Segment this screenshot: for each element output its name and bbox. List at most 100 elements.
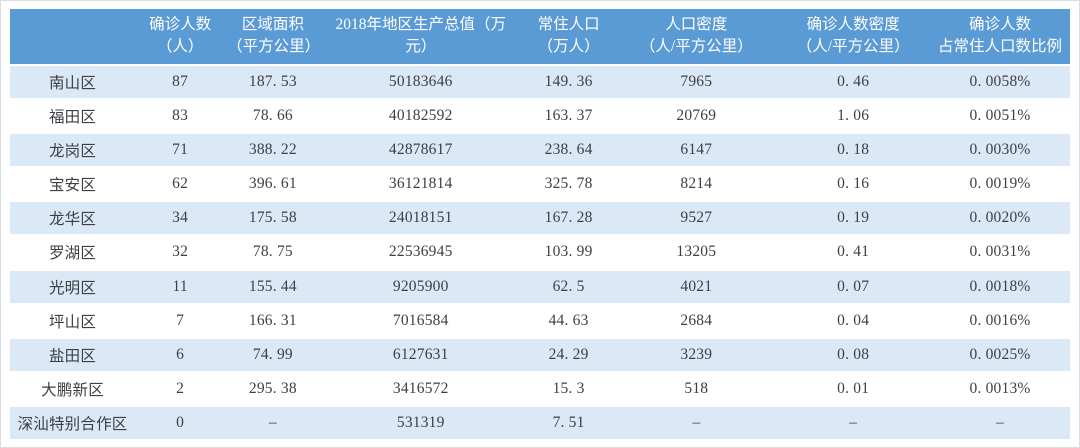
value-cell: 2 [135, 370, 226, 405]
district-name-cell: 罗湖区 [10, 234, 136, 269]
table-row: 盐田区 6 74. 99 6127631 24. 29 3239 0. 08 0. 0025% [10, 336, 1070, 371]
value-cell: 22536945 [320, 234, 521, 269]
value-cell: 531319 [320, 404, 521, 439]
value-cell: 0. 18 [776, 132, 931, 167]
value-cell: 175. 58 [225, 200, 321, 235]
value-cell: 163. 37 [520, 98, 617, 133]
value-cell: 78. 75 [225, 234, 321, 269]
value-cell: 11 [135, 268, 226, 303]
value-cell: 0. 0031% [930, 234, 1070, 269]
column-header: 确诊人数 （人） [135, 9, 226, 64]
value-cell: 44. 63 [520, 302, 617, 337]
table-row: 罗湖区 32 78. 75 22536945 103. 99 13205 0. 41 0. 0… [10, 234, 1070, 269]
district-column-header [10, 9, 136, 64]
value-cell: 238. 64 [520, 132, 617, 167]
column-header: 确诊人数 占常住人口数比例 [930, 9, 1070, 64]
district-name-cell: 光明区 [10, 268, 136, 303]
value-cell: 3239 [616, 336, 777, 371]
district-name-cell: 宝安区 [10, 166, 136, 201]
value-cell: 388. 22 [225, 132, 321, 167]
value-cell: 62 [135, 166, 226, 201]
value-cell: 0. 16 [776, 166, 931, 201]
table-row: 坪山区 7 166. 31 7016584 44. 63 2684 0. 04 0. 0016… [10, 302, 1070, 337]
value-cell: 0. 41 [776, 234, 931, 269]
value-cell: – [930, 404, 1070, 439]
value-cell: 62. 5 [520, 268, 617, 303]
value-cell: 0. 0020% [930, 200, 1070, 235]
column-header: 确诊人数密度 （人/平方公里） [776, 9, 931, 64]
value-cell: 87 [135, 63, 226, 99]
district-name-cell: 盐田区 [10, 336, 136, 371]
district-name-cell: 南山区 [10, 63, 136, 99]
table-row: 龙华区 34 175. 58 24018151 167. 28 9527 0. 19 0. 0… [10, 200, 1070, 235]
value-cell: 295. 38 [225, 370, 321, 405]
value-cell: 6127631 [320, 336, 521, 371]
value-cell: 20769 [616, 98, 777, 133]
value-cell: 396. 61 [225, 166, 321, 201]
value-cell: 9205900 [320, 268, 521, 303]
value-cell: 187. 53 [225, 63, 321, 99]
value-cell: 0. 0030% [930, 132, 1070, 167]
value-cell: 7 [135, 302, 226, 337]
shenzhen-district-stats-table: 确诊人数 （人） 区域面积 （平方公里） 2018年地区生产总值（万 元） 常住人口 … [10, 9, 1070, 439]
value-cell: 15. 3 [520, 370, 617, 405]
value-cell: 0. 0019% [930, 166, 1070, 201]
value-cell: 24018151 [320, 200, 521, 235]
value-cell: 325. 78 [520, 166, 617, 201]
value-cell: 518 [616, 370, 777, 405]
header-row: 确诊人数 （人） 区域面积 （平方公里） 2018年地区生产总值（万 元） 常住人口 … [10, 9, 1070, 64]
value-cell: 40182592 [320, 98, 521, 133]
district-name-cell: 龙岗区 [10, 132, 136, 167]
value-cell: 8214 [616, 166, 777, 201]
value-cell: 0. 0016% [930, 302, 1070, 337]
value-cell: 2684 [616, 302, 777, 337]
column-header: 2018年地区生产总值（万 元） [320, 9, 521, 64]
value-cell: 155. 44 [225, 268, 321, 303]
value-cell: 0. 0025% [930, 336, 1070, 371]
value-cell: 0. 19 [776, 200, 931, 235]
table-row: 南山区 87 187. 53 50183646 149. 36 7965 0. 46 0. 0… [10, 63, 1070, 99]
value-cell: 24. 29 [520, 336, 617, 371]
value-cell: 166. 31 [225, 302, 321, 337]
value-cell: – [225, 404, 321, 439]
value-cell: 0. 0051% [930, 98, 1070, 133]
value-cell: 78. 66 [225, 98, 321, 133]
value-cell: 83 [135, 98, 226, 133]
value-cell: 0. 0058% [930, 63, 1070, 99]
value-cell: 0. 08 [776, 336, 931, 371]
table-row: 光明区 11 155. 44 9205900 62. 5 4021 0. 07 0. 0018… [10, 268, 1070, 303]
value-cell: 34 [135, 200, 226, 235]
value-cell: 6 [135, 336, 226, 371]
value-cell: 149. 36 [520, 63, 617, 99]
district-name-cell: 龙华区 [10, 200, 136, 235]
value-cell: 9527 [616, 200, 777, 235]
table-row: 大鹏新区 2 295. 38 3416572 15. 3 518 0. 01 0. 0013% [10, 370, 1070, 405]
table-row: 龙岗区 71 388. 22 42878617 238. 64 6147 0. 18 0. 0… [10, 132, 1070, 167]
value-cell: 50183646 [320, 63, 521, 99]
value-cell: 42878617 [320, 132, 521, 167]
value-cell: 0. 46 [776, 63, 931, 99]
value-cell: 1. 06 [776, 98, 931, 133]
table-row: 深汕特别合作区 0–531319 7. 51– – – [10, 404, 1070, 439]
table-row: 宝安区 62 396. 61 36121814 325. 78 8214 0. 16 0. 0… [10, 166, 1070, 201]
value-cell: 7965 [616, 63, 777, 99]
value-cell: 0. 0013% [930, 370, 1070, 405]
value-cell: – [616, 404, 777, 439]
value-cell: 0. 0018% [930, 268, 1070, 303]
district-name-cell: 福田区 [10, 98, 136, 133]
value-cell: 6147 [616, 132, 777, 167]
value-cell: 103. 99 [520, 234, 617, 269]
value-cell: 74. 99 [225, 336, 321, 371]
value-cell: 32 [135, 234, 226, 269]
value-cell: 13205 [616, 234, 777, 269]
table-body: 南山区 87 187. 53 50183646 149. 36 7965 0. 46 0. 0… [10, 63, 1070, 439]
value-cell: 71 [135, 132, 226, 167]
value-cell: 7016584 [320, 302, 521, 337]
column-header: 人口密度 （人/平方公里） [616, 9, 777, 64]
value-cell: 4021 [616, 268, 777, 303]
value-cell: 0 [135, 404, 226, 439]
district-name-cell: 深汕特别合作区 [10, 404, 136, 439]
column-header: 常住人口 （万人） [520, 9, 617, 64]
value-cell: 167. 28 [520, 200, 617, 235]
